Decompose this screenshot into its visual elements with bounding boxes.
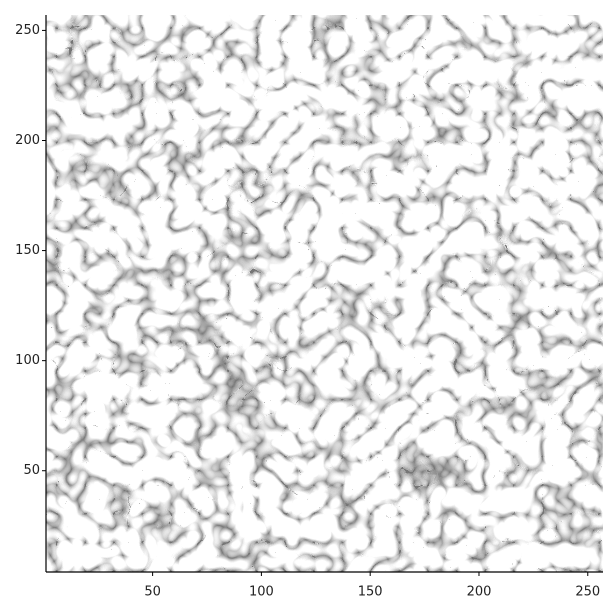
x-tick-label: 200 [467, 585, 492, 600]
x-tick-label: 150 [358, 585, 383, 600]
y-tick-label: 200 [15, 133, 40, 148]
x-tick-label: 50 [144, 585, 161, 600]
y-tick-label: 50 [23, 463, 40, 478]
x-tick-label: 100 [249, 585, 274, 600]
image-plot [46, 15, 603, 572]
y-tick-label: 150 [15, 243, 40, 258]
x-tick-label: 250 [575, 585, 600, 600]
y-tick-label: 100 [15, 353, 40, 368]
y-tick-label: 250 [15, 23, 40, 38]
